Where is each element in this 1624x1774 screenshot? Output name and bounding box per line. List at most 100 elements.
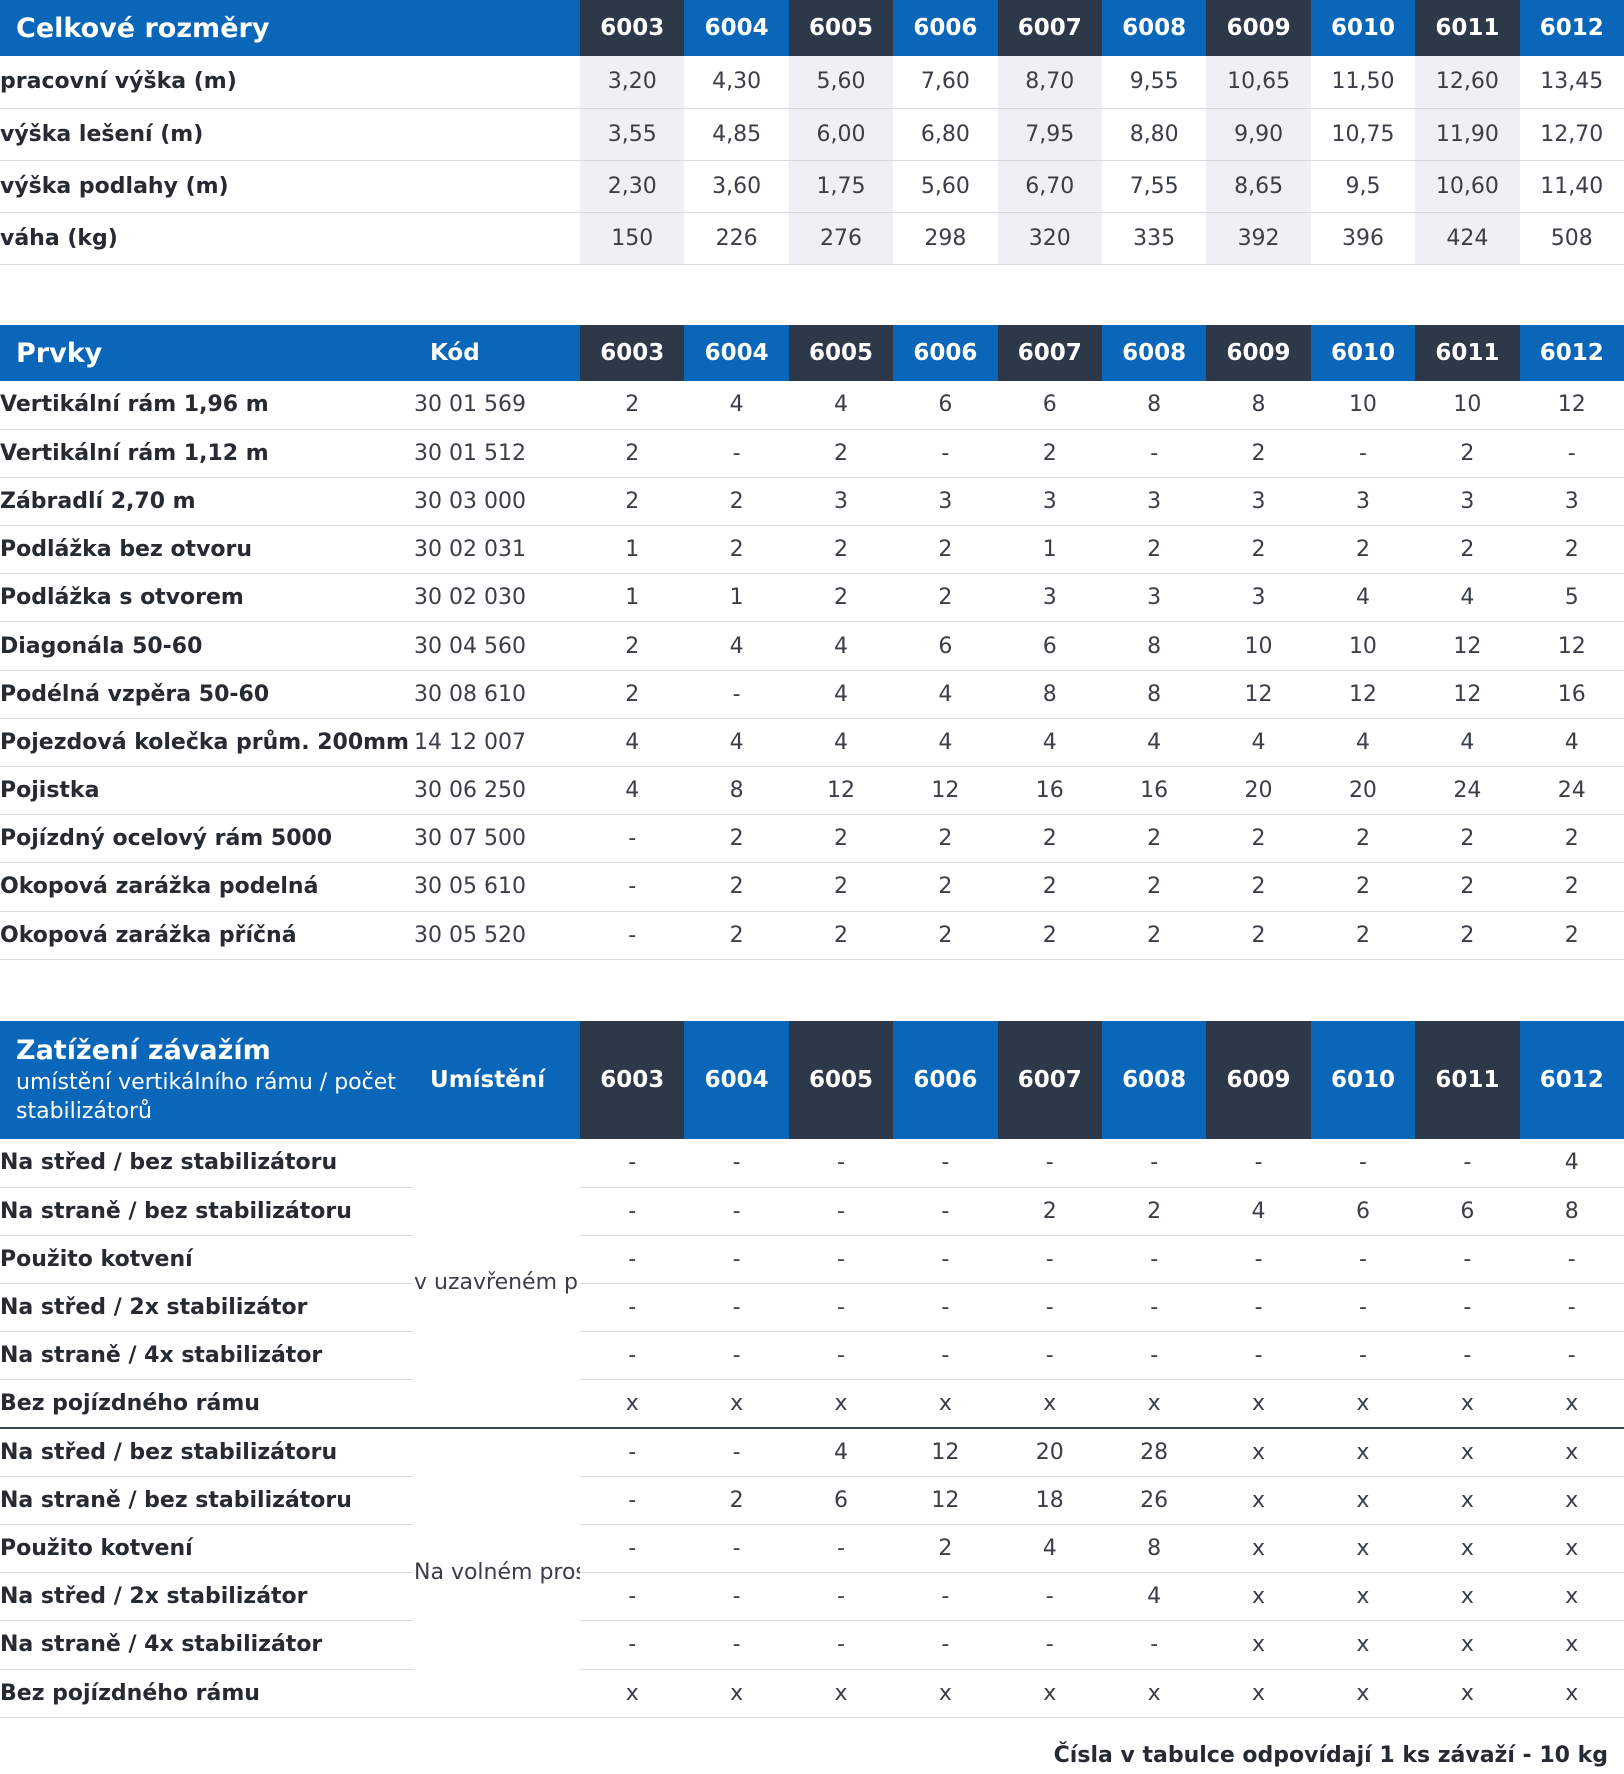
table-row: Zábradlí 2,70 m 30 03 000 2 2 3 3 3 3 3 3 3 3 — [0, 477, 1624, 527]
value-cell: x — [893, 1669, 998, 1718]
loads-second-header: Umístění — [414, 1021, 581, 1139]
elements-table: Prvky Kód 6003 6004 6005 6006 6007 6008 6009 6010… — [0, 325, 1624, 960]
value-cell: 10,60 — [1415, 160, 1520, 213]
value-cell: 6 — [997, 621, 1102, 671]
value-cell: x — [1519, 1524, 1624, 1574]
value-cell: x — [1519, 1669, 1624, 1718]
value-cell: 2 — [1310, 814, 1416, 864]
value-cell: 11,50 — [1310, 56, 1416, 109]
row-label: Na straně / 4x stabilizátor — [0, 1620, 415, 1670]
value-cell: 2 — [1310, 911, 1416, 960]
value-cell: 8 — [1101, 381, 1207, 430]
value-cell: 4 — [684, 718, 789, 768]
value-cell: 7,55 — [1101, 160, 1207, 213]
model-header-6012: 6012 — [1519, 1021, 1624, 1139]
value-cell: 2 — [1206, 814, 1311, 864]
value-cell: 3 — [893, 477, 998, 527]
row-label: Vertikální rám 1,96 m — [0, 381, 415, 430]
value-cell: - — [997, 1331, 1102, 1381]
value-cell: - — [997, 1235, 1102, 1285]
row-label: váha (kg) — [0, 212, 581, 265]
value-cell: 2 — [788, 429, 894, 478]
value-cell: 335 — [1101, 212, 1207, 265]
value-cell: 4 — [997, 718, 1102, 768]
value-cell: - — [788, 1235, 894, 1285]
table-row: Diagonála 50-60 30 04 560 2 4 4 6 6 8 10 10 12 12 — [0, 621, 1624, 671]
model-header-6008: 6008 — [1101, 325, 1207, 381]
row-label: Pojízdný ocelový rám 5000 — [0, 814, 415, 864]
value-cell: x — [1206, 1669, 1311, 1718]
elements-second-header: Kód — [414, 325, 581, 381]
value-cell: 2 — [1206, 429, 1311, 478]
model-header-6009: 6009 — [1206, 325, 1311, 381]
value-cell: - — [788, 1331, 894, 1381]
value-cell: - — [684, 1524, 789, 1574]
value-cell: - — [580, 814, 685, 864]
row-label: Bez pojízdného rámu — [0, 1379, 415, 1430]
row-label: výška podlahy (m) — [0, 160, 581, 213]
elements-title: Prvky — [0, 325, 415, 381]
row-label: pracovní výška (m) — [0, 56, 581, 109]
value-cell: - — [1519, 1235, 1624, 1285]
value-cell: 2 — [997, 429, 1102, 478]
value-cell: 3 — [1101, 477, 1207, 527]
value-cell: 2 — [580, 621, 685, 671]
value-cell: 28 — [1101, 1428, 1207, 1477]
value-cell: 26 — [1101, 1476, 1207, 1526]
value-cell: 2 — [1519, 862, 1624, 912]
value-cell: 12,60 — [1415, 56, 1520, 109]
value-cell: 2 — [580, 670, 685, 719]
value-cell: - — [1101, 1139, 1207, 1188]
value-cell: - — [580, 1187, 685, 1236]
value-cell: 2 — [1101, 1187, 1207, 1236]
value-cell: x — [1519, 1620, 1624, 1670]
value-cell: 10 — [1206, 621, 1311, 671]
value-cell: x — [893, 1379, 998, 1430]
value-cell: 4 — [788, 718, 894, 768]
value-cell: - — [1310, 1139, 1416, 1188]
value-cell: 12 — [1206, 670, 1311, 719]
value-cell: 20 — [1310, 766, 1416, 816]
value-cell: 10 — [1310, 621, 1416, 671]
value-cell: - — [788, 1187, 894, 1236]
value-cell: 4 — [684, 381, 789, 430]
value-cell: x — [788, 1379, 894, 1430]
value-cell: 4 — [580, 766, 685, 816]
model-header-6006: 6006 — [893, 0, 998, 56]
value-cell: - — [684, 1331, 789, 1381]
value-cell: 2 — [997, 862, 1102, 912]
value-cell: - — [684, 1187, 789, 1236]
row-label: Podlážka bez otvoru — [0, 525, 415, 575]
value-cell: x — [1415, 1572, 1520, 1622]
model-header-6003: 6003 — [580, 0, 685, 56]
value-cell: x — [1206, 1379, 1311, 1430]
value-cell: x — [1101, 1669, 1207, 1718]
table-row: pracovní výška (m) 3,20 4,30 5,60 7,60 8,70 9,… — [0, 56, 1624, 109]
loads-title: Zatížení závažím umístění vertikálního rá… — [0, 1021, 415, 1139]
model-header-6004: 6004 — [684, 1021, 789, 1139]
value-cell: 1 — [684, 573, 789, 623]
value-cell: 2 — [1519, 911, 1624, 960]
model-header-6003: 6003 — [580, 1021, 685, 1139]
value-cell: - — [684, 1428, 789, 1477]
value-cell: 3 — [1415, 477, 1520, 527]
value-cell: - — [580, 1139, 685, 1188]
value-cell: 6,70 — [997, 160, 1102, 213]
loads-table: Zatížení závažím umístění vertikálního rá… — [0, 1021, 1624, 1718]
value-cell: 2 — [1310, 525, 1416, 575]
row-label: výška lešení (m) — [0, 108, 581, 161]
model-header-6006: 6006 — [893, 325, 998, 381]
table-row: Na straně / 4x stabilizátor - - - - - - x x x x — [0, 1620, 1624, 1670]
value-cell: 6 — [997, 381, 1102, 430]
model-header-6012: 6012 — [1519, 0, 1624, 56]
value-cell: - — [1206, 1331, 1311, 1381]
value-cell: 6 — [893, 621, 998, 671]
value-cell: 4 — [1310, 573, 1416, 623]
row-label: Vertikální rám 1,12 m — [0, 429, 415, 478]
row-code: 30 08 610 — [414, 670, 581, 719]
value-cell: 9,90 — [1206, 108, 1311, 161]
value-cell: x — [1415, 1379, 1520, 1430]
row-code: 30 05 520 — [414, 911, 581, 960]
table-row: Na straně / bez stabilizátoru - - - -2 2 4 6 6 8 — [0, 1187, 1624, 1236]
value-cell: 8 — [1101, 621, 1207, 671]
